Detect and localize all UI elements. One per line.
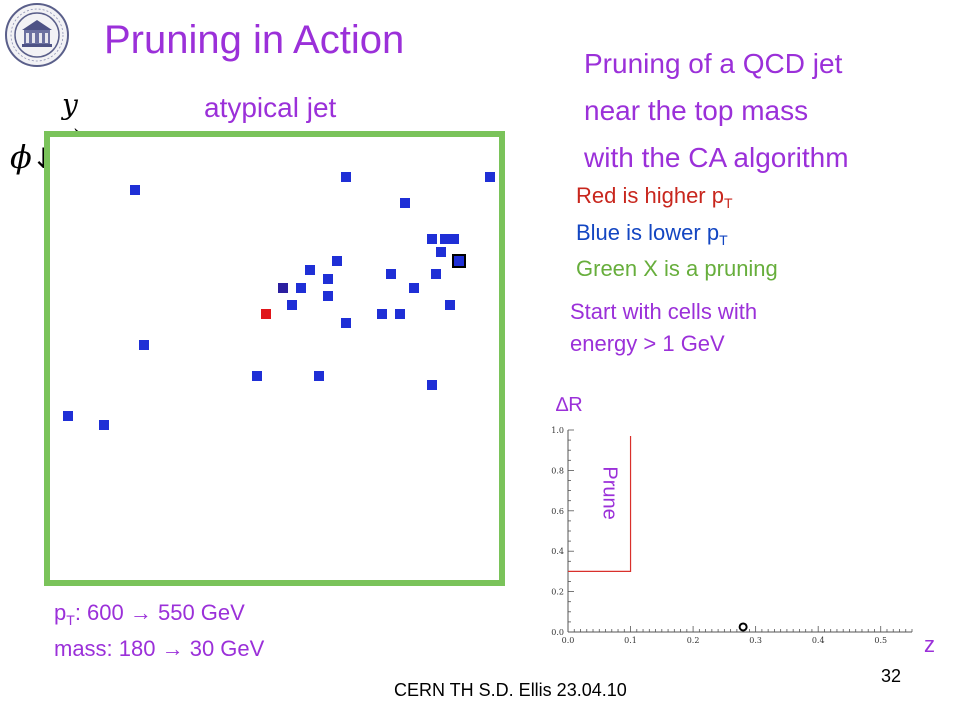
- jet-cell: [427, 380, 437, 390]
- jet-cell: [287, 300, 297, 310]
- jet-cell: [314, 371, 324, 381]
- legend-blue-sub: T: [719, 232, 728, 248]
- jet-cell: [431, 269, 441, 279]
- jet-cell: [252, 371, 262, 381]
- x-tick-label: 0.5: [874, 636, 887, 645]
- jet-cell: [296, 283, 306, 293]
- legend-red-sub: T: [723, 195, 733, 211]
- pt-prefix: p: [54, 600, 67, 625]
- right-arrow-icon: →: [58, 112, 84, 142]
- x-tick-label: 0.4: [812, 636, 825, 645]
- jet-cell: [99, 420, 109, 430]
- jet-cell: [377, 309, 387, 319]
- prune-boundary-line: [568, 436, 632, 572]
- start-note-line: energy > 1 GeV: [570, 331, 725, 356]
- jet-cell: [386, 269, 396, 279]
- legend-red-text: Red is higher p: [576, 183, 724, 208]
- start-note: Start with cells with energy > 1 GeV: [570, 296, 757, 360]
- jet-cell-display: [44, 131, 505, 586]
- y-tick-label: 0.2: [551, 588, 564, 597]
- legend-red: Red is higher pT: [576, 183, 733, 211]
- pt-sub: T: [66, 612, 75, 628]
- x-tick-label: 0.2: [687, 636, 700, 645]
- pt-text: : 600 → 550 GeV: [74, 600, 245, 625]
- z-axis-label: z: [924, 632, 935, 657]
- jet-cell: [341, 318, 351, 328]
- y-tick-label: 0.4: [551, 547, 564, 556]
- y-axis-label: y: [62, 88, 78, 121]
- slide-footer: CERN TH S.D. Ellis 23.04.10: [394, 680, 627, 700]
- subtitle-line: near the top mass: [584, 95, 809, 126]
- jet-cell: [409, 283, 419, 293]
- jet-cell: [63, 411, 73, 421]
- pt-change: pT: 600 → 550 GeV: [54, 600, 245, 628]
- subtitle-line: Pruning of a QCD jet: [584, 48, 843, 79]
- jet-cell: [400, 198, 410, 208]
- jet-cell: [130, 185, 140, 195]
- jet-cell: [440, 234, 450, 244]
- prune-point-marker: [738, 622, 748, 632]
- legend-blue-text: Blue is lower p: [576, 220, 720, 245]
- y-tick-label: 0.6: [551, 507, 564, 516]
- jet-cell: [323, 274, 333, 284]
- prune-plot: 0.0 0.1 0.2 0.3 0.4 0.5 0.0 0.2 0.4 0.6 0.8 1.0 Prun…: [551, 426, 913, 645]
- y-tick-label: 1.0: [551, 426, 564, 435]
- legend-green: Green X is a pruning: [576, 256, 778, 282]
- jet-cell: [323, 291, 333, 301]
- page-number: 32: [881, 666, 902, 686]
- y-tick-label: 0.0: [551, 628, 564, 637]
- jet-cell: [445, 300, 455, 310]
- jet-cell: [139, 340, 149, 350]
- slide-subtitle: Pruning of a QCD jet near the top mass w…: [584, 40, 849, 181]
- x-tick-label: 0.1: [624, 636, 637, 645]
- jet-cell: [341, 172, 351, 182]
- x-tick-label: 0.0: [562, 636, 575, 645]
- x-tick-label: 0.3: [749, 636, 762, 645]
- jet-cell-red: [261, 309, 271, 319]
- legend-green-text: Green X is a pruning: [576, 256, 778, 281]
- jet-cell: [449, 234, 459, 244]
- jet-cell: [395, 309, 405, 319]
- jet-cell: [332, 256, 342, 266]
- subtitle-line: with the CA algorithm: [584, 142, 849, 173]
- jet-cell: [305, 265, 315, 275]
- prune-region-label: Prune: [599, 466, 621, 519]
- atypical-jet-label: atypical jet: [204, 92, 337, 123]
- jet-cell: [427, 234, 437, 244]
- start-note-line: Start with cells with: [570, 299, 758, 324]
- mass-change: mass: 180 → 30 GeV: [54, 636, 265, 661]
- jet-cell: [485, 172, 495, 182]
- delta-r-axis-label: ∆R: [556, 394, 583, 416]
- phi-symbol: ϕ: [10, 138, 32, 176]
- y-tick-label: 0.8: [551, 466, 564, 475]
- slide-title: Pruning in Action: [104, 18, 405, 62]
- jet-cell: [278, 283, 288, 293]
- legend-blue: Blue is lower pT: [576, 220, 728, 248]
- jet-cell: [436, 247, 446, 257]
- university-seal-logo: [5, 3, 69, 67]
- jet-cell-selected: [454, 256, 464, 266]
